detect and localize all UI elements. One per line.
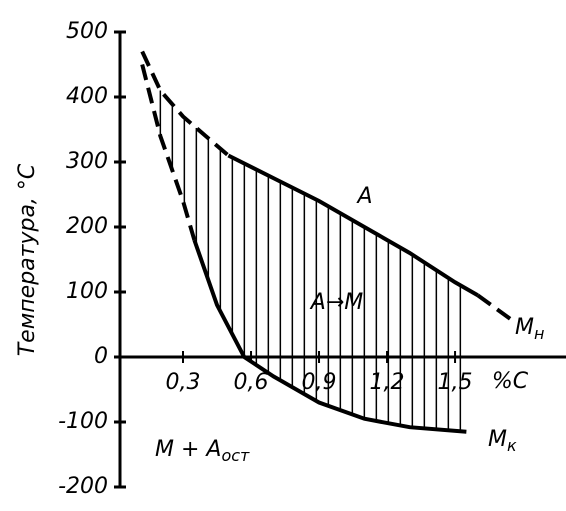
legend-main: M [515, 315, 534, 340]
x-tick-label: 0,6 [234, 370, 269, 395]
curve [140, 50, 230, 158]
annotation-main: M + A [155, 437, 221, 462]
y-tick-label: 300 [66, 149, 108, 174]
annotation: A→M [309, 290, 363, 315]
x-tick-label: 1,2 [370, 370, 405, 395]
curve [192, 239, 467, 434]
legend-sub: н [534, 324, 544, 343]
annotation: M + Aост [155, 437, 250, 465]
y-tick-label: 400 [66, 84, 108, 109]
y-tick-label: 500 [66, 19, 108, 44]
y-tick-label: -200 [58, 474, 108, 499]
x-tick-label: 1,5 [438, 370, 473, 395]
legend-sub: к [507, 436, 517, 455]
y-axis-label: Температура, °С [15, 163, 40, 356]
legend-label: Mк [488, 427, 517, 455]
curve [227, 153, 479, 297]
y-tick-label: -100 [58, 409, 108, 434]
y-tick-label: 0 [94, 344, 108, 369]
legend-main: M [488, 427, 507, 452]
curve [476, 293, 513, 322]
x-tick-label: 0,3 [166, 370, 201, 395]
annotation-sub: ост [221, 446, 250, 465]
x-tick-label: 0,9 [302, 370, 337, 395]
y-tick-label: 200 [66, 214, 108, 239]
curve [140, 64, 197, 241]
legend-label: Mн [515, 315, 544, 343]
x-axis-label: %C [492, 369, 529, 394]
annotation: A [355, 184, 372, 209]
y-tick-label: 100 [66, 279, 108, 304]
